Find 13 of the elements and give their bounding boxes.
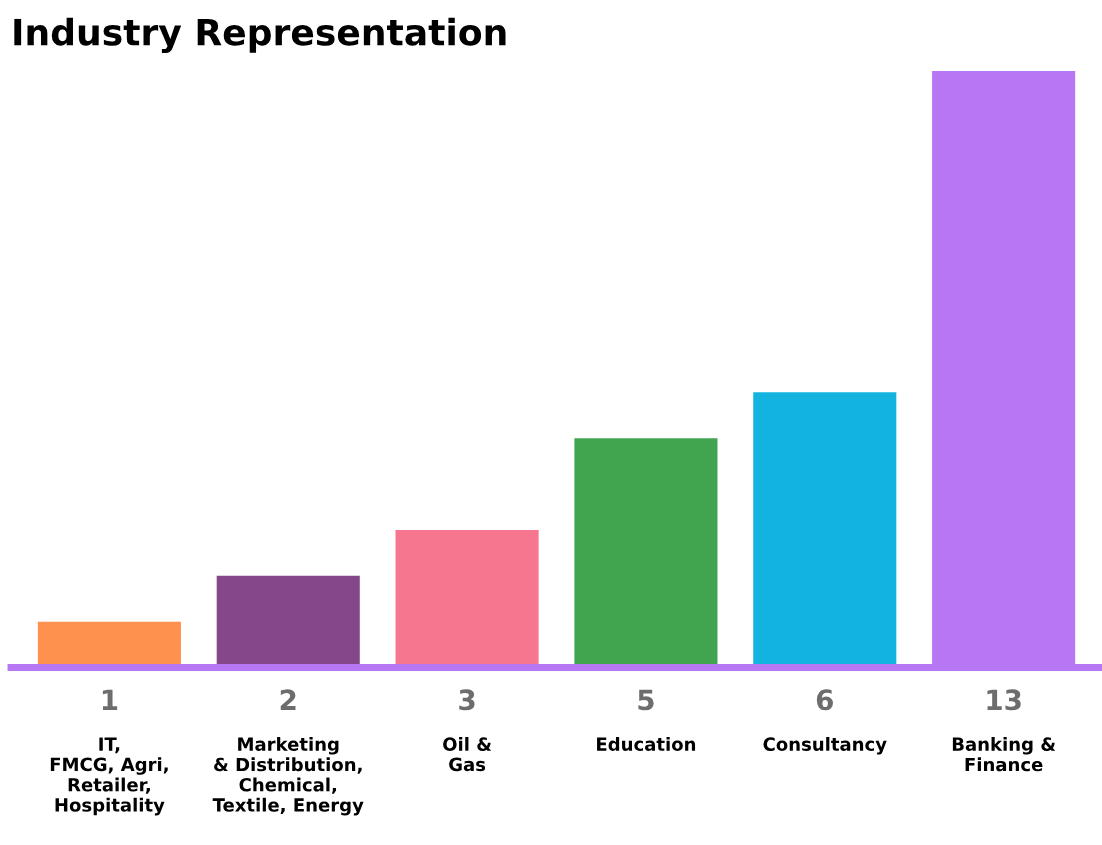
x-tick-label: Oil & Gas — [443, 736, 492, 772]
x-tick-label: Consultancy — [763, 736, 887, 755]
data-label: 6 — [816, 689, 833, 711]
data-label: 3 — [459, 689, 475, 711]
x-tick-label: IT, FMCG, Agri, Retailer, Hospitality — [50, 737, 168, 816]
chart-title: Industry Representation — [14, 17, 506, 54]
data-label: 5 — [638, 689, 654, 711]
x-tick-label: Banking & Finance — [952, 736, 1056, 772]
data-label: 2 — [280, 689, 296, 710]
x-tick-label: Education — [597, 736, 696, 751]
data-label: 1 — [102, 689, 118, 710]
x-tick-label: Marketing & Distribution, Chemical, Textile, Energy — [212, 736, 364, 816]
data-label: 13 — [987, 689, 1021, 711]
